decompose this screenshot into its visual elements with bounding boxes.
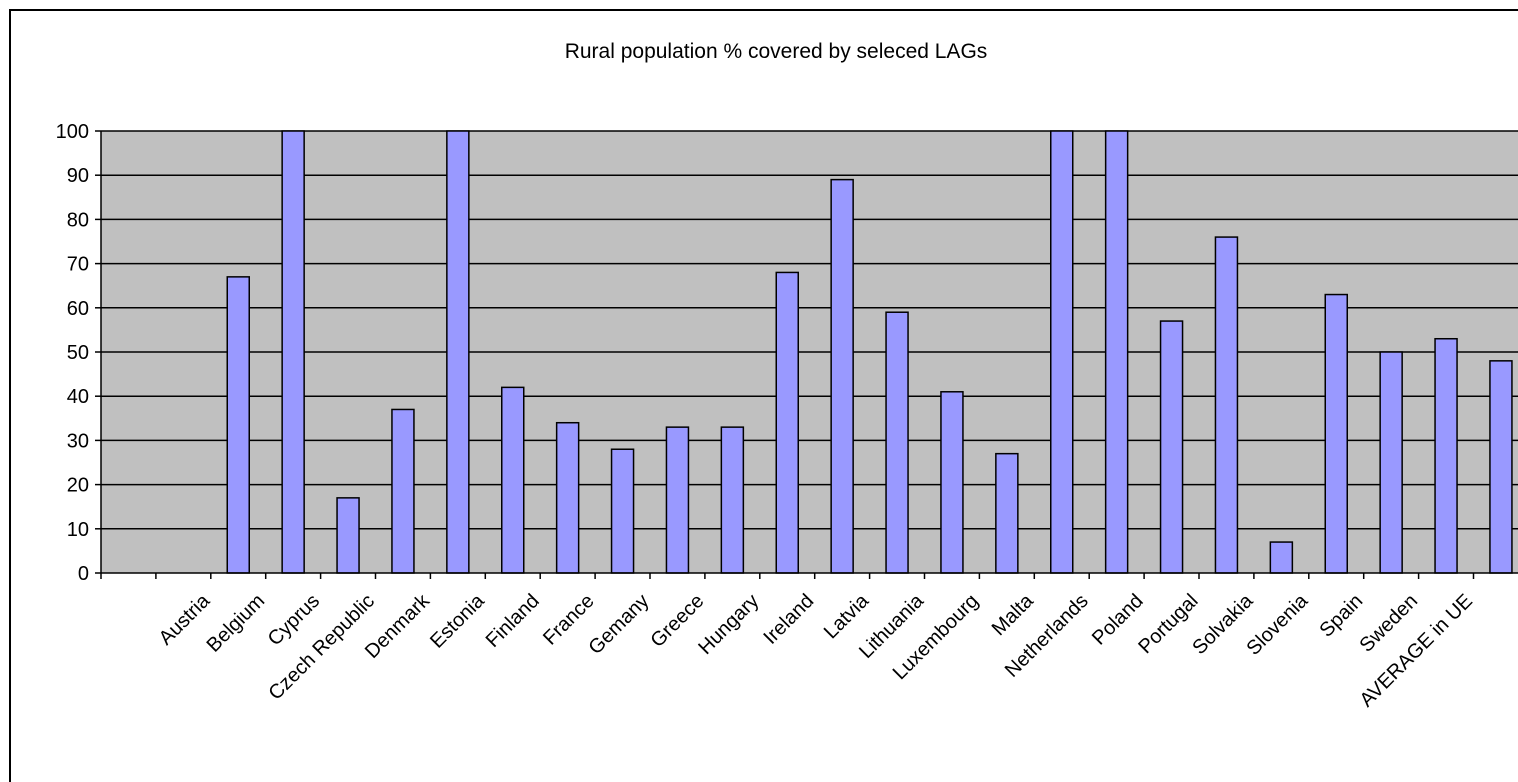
y-tick-label: 70 (67, 254, 89, 276)
bar (1159, 320, 1184, 574)
y-tick-label: 40 (67, 386, 89, 408)
bar (501, 386, 525, 574)
bar (1489, 360, 1513, 574)
y-tick-label: 80 (67, 209, 89, 231)
y-tick-label: 10 (67, 519, 89, 541)
bar (555, 421, 580, 574)
y-tick-label: 20 (67, 475, 89, 497)
gridlines (101, 130, 1518, 530)
y-tick-label: 30 (67, 430, 89, 452)
bar (885, 311, 909, 574)
chart-title: Rural population % covered by seleced LA… (565, 40, 988, 63)
bar (1269, 541, 1294, 574)
y-tick-label: 50 (67, 342, 89, 364)
bar (336, 497, 360, 574)
bar (830, 178, 854, 574)
bar (610, 448, 635, 574)
bar (1050, 130, 1074, 574)
y-tick-label: 0 (78, 563, 89, 585)
bar (1379, 351, 1403, 574)
bar (1214, 236, 1239, 574)
bar (1324, 293, 1348, 574)
bar (940, 391, 964, 574)
bar (995, 452, 1019, 574)
bar (720, 426, 745, 574)
bar (665, 426, 690, 574)
bar (1434, 337, 1458, 574)
bar (1104, 130, 1129, 574)
y-tick-label: 60 (67, 298, 89, 320)
bar (226, 276, 250, 574)
y-tick-label: 90 (67, 165, 89, 187)
y-tick-label: 100 (56, 121, 89, 143)
bar (446, 130, 470, 574)
bar (775, 271, 799, 574)
bar (391, 408, 415, 574)
y-axis: 0 10 20 30 40 50 60 70 80 90 100 (56, 121, 102, 585)
bar (281, 130, 305, 574)
